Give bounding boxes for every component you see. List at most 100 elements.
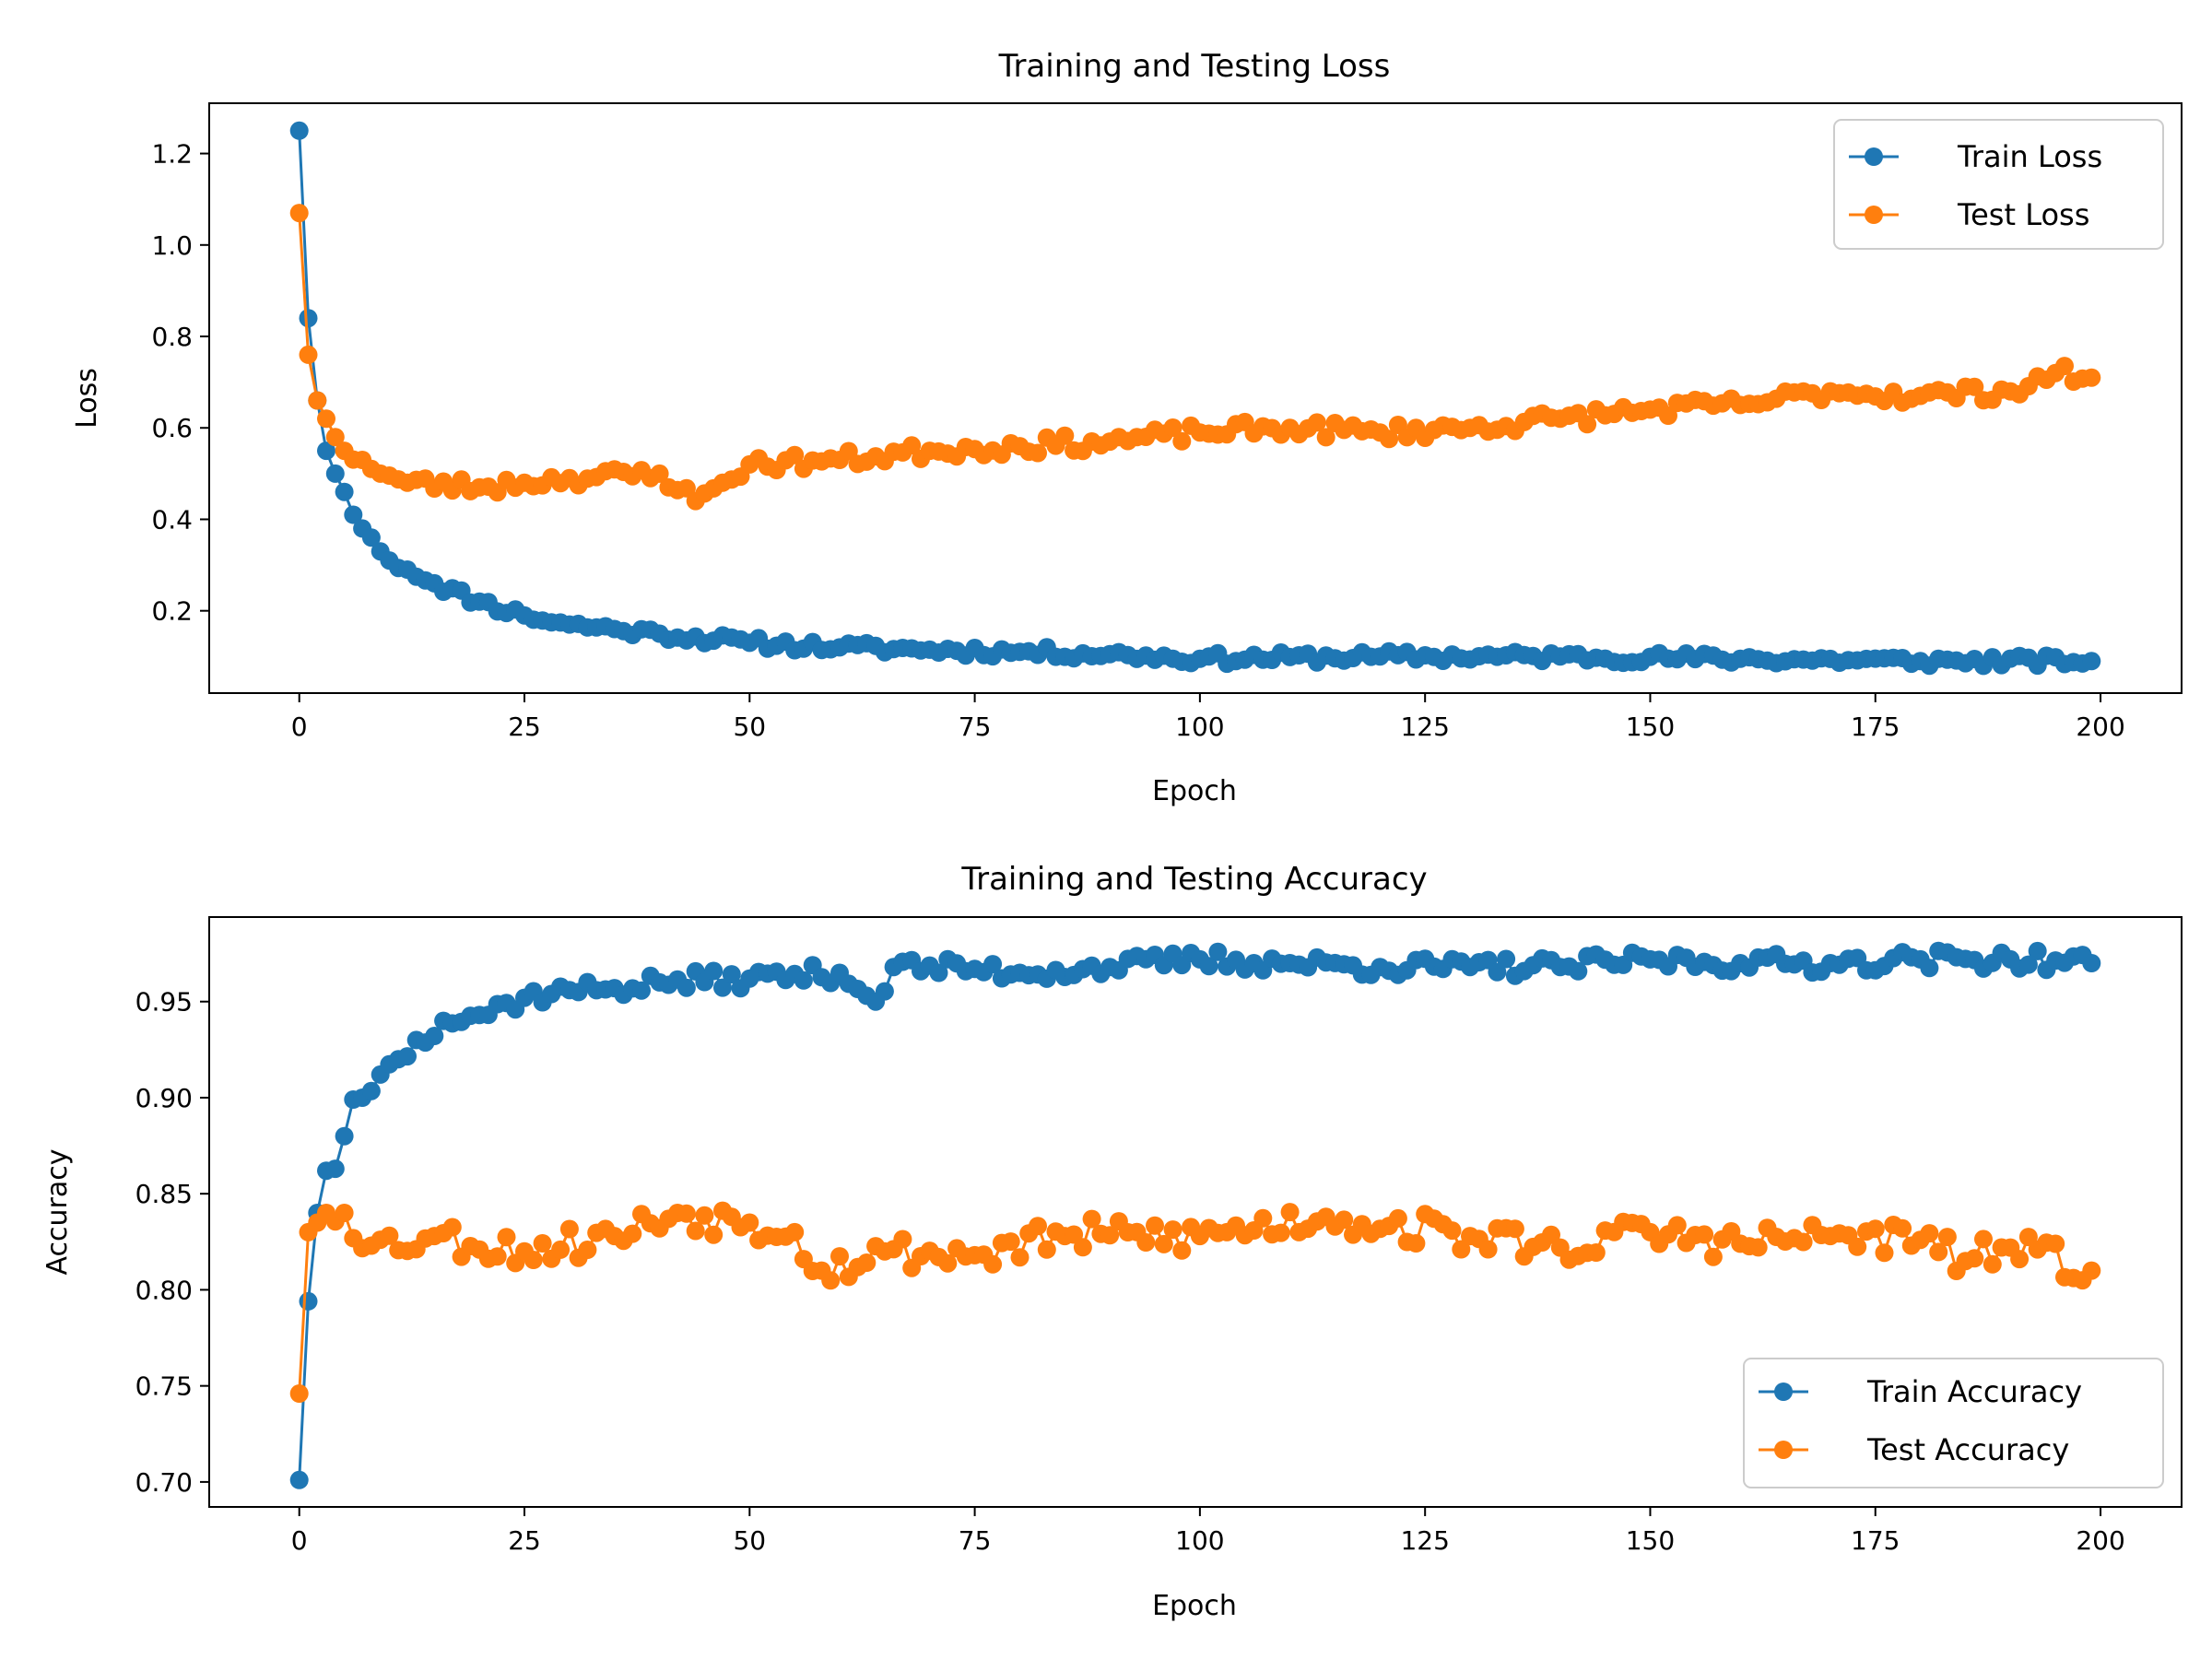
loss-data-point (299, 345, 318, 364)
loss-data-point (1029, 443, 1047, 463)
accuracy-data-point (1029, 1217, 1047, 1236)
accuracy-data-point (704, 1225, 724, 1244)
accuracy-legend: Train Accuracy Test Accuracy (1743, 1358, 2164, 1488)
accuracy-data-point (2018, 955, 2038, 974)
accuracy-data-point (1010, 1248, 1030, 1267)
accuracy-data-point (1388, 1208, 1407, 1228)
y-tick-label: 0.4 (151, 504, 193, 535)
accuracy-data-point (1748, 1238, 1768, 1257)
accuracy-data-point (1965, 1249, 1984, 1268)
y-tick-label: 1.0 (151, 230, 193, 261)
accuracy-data-point (1920, 1224, 1939, 1243)
accuracy-data-point (875, 982, 894, 1001)
accuracy-data-point (1154, 1234, 1173, 1253)
accuracy-data-point (1065, 1225, 1084, 1244)
x-tick-label: 100 (1175, 712, 1224, 742)
loss-data-point (2082, 368, 2101, 387)
accuracy-y-axis-label: Accuracy (41, 1149, 74, 1276)
y-tick-label: 0.95 (135, 987, 193, 1018)
accuracy-data-point (425, 1027, 444, 1045)
accuracy-data-point (1505, 1219, 1524, 1239)
accuracy-data-point (1253, 1208, 1273, 1228)
accuracy-data-point (983, 955, 1003, 974)
accuracy-data-point (1452, 1240, 1471, 1259)
loss-data-point (1163, 418, 1182, 437)
accuracy-data-point (1497, 949, 1516, 969)
loss-data-point (1578, 415, 1597, 434)
accuracy-data-point (1488, 962, 1507, 982)
accuracy-legend-box (1743, 1358, 2164, 1488)
accuracy-data-point (1146, 1216, 1164, 1235)
accuracy-data-point (299, 1291, 318, 1311)
loss-y-ticks: 0.2 0.4 0.6 0.8 1.0 1.2 (151, 139, 209, 627)
accuracy-data-point (524, 1251, 543, 1269)
loss-data-point (1380, 429, 1399, 449)
accuracy-x-ticks: 0 25 50 75 100 125 150 175 200 (291, 1507, 2125, 1556)
accuracy-data-point (1695, 1225, 1714, 1244)
x-tick-label: 125 (1400, 712, 1449, 742)
accuracy-data-point (2028, 941, 2047, 960)
accuracy-data-point (2082, 954, 2101, 972)
accuracy-data-point (289, 1384, 309, 1403)
accuracy-data-point (2010, 1250, 2030, 1269)
x-tick-label: 150 (1626, 712, 1675, 742)
accuracy-data-point (578, 1241, 597, 1259)
accuracy-data-point (1929, 1242, 1948, 1262)
loss-data-point (2082, 652, 2101, 671)
loss-data-point (308, 391, 327, 410)
accuracy-data-point (398, 1047, 417, 1066)
loss-chart-title: Training and Testing Loss (998, 48, 1391, 85)
x-tick-label: 75 (959, 712, 992, 742)
accuracy-data-point (830, 1247, 849, 1266)
loss-data-point (317, 441, 335, 461)
accuracy-data-point (1199, 957, 1218, 976)
accuracy-data-point (1920, 959, 1939, 978)
accuracy-data-point (821, 1271, 841, 1290)
x-tick-label: 50 (733, 712, 766, 742)
x-tick-label: 75 (959, 1525, 992, 1556)
loss-legend-train-label: Train Loss (1957, 139, 2102, 174)
loss-data-point (317, 409, 335, 429)
accuracy-data-point (722, 965, 741, 984)
accuracy-data-point (497, 1228, 516, 1247)
loss-axes-frame (208, 102, 2183, 694)
accuracy-x-axis-label: Epoch (1152, 1590, 1237, 1622)
loss-x-ticks: 0 25 50 75 100 125 150 175 200 (291, 693, 2125, 742)
accuracy-data-point (1335, 1210, 1354, 1230)
accuracy-data-point (1271, 1223, 1290, 1242)
accuracy-data-point (794, 971, 813, 990)
accuracy-data-point (335, 1126, 354, 1146)
loss-legend-test-marker (1865, 206, 1883, 224)
x-tick-label: 100 (1175, 1525, 1224, 1556)
accuracy-data-point (559, 1219, 579, 1239)
x-tick-label: 0 (291, 1525, 308, 1556)
accuracy-data-point (335, 1204, 354, 1222)
accuracy-legend-test-label: Test Accuracy (1866, 1432, 2069, 1467)
accuracy-legend-train-marker (1774, 1382, 1793, 1401)
accuracy-data-point (1586, 1243, 1606, 1262)
accuracy-legend-test-marker (1774, 1441, 1793, 1459)
accuracy-data-point (623, 1224, 642, 1243)
accuracy-data-point (632, 981, 651, 1000)
loss-legend-box (1833, 119, 2164, 250)
loss-data-point (325, 464, 345, 483)
accuracy-data-point (361, 1081, 381, 1100)
accuracy-data-point (1893, 1218, 1912, 1238)
accuracy-data-point (1703, 1247, 1723, 1266)
accuracy-data-point (1136, 1233, 1156, 1252)
y-tick-label: 0.6 (151, 413, 193, 443)
x-tick-label: 25 (508, 712, 541, 742)
y-tick-label: 0.80 (135, 1275, 193, 1305)
loss-data-point (677, 478, 696, 498)
loss-data-point (289, 204, 309, 223)
loss-data-point (335, 482, 354, 501)
loss-data-point (650, 464, 669, 483)
y-tick-label: 1.2 (151, 139, 193, 170)
accuracy-data-point (1542, 1225, 1560, 1244)
accuracy-data-point (686, 1221, 705, 1241)
y-tick-label: 0.2 (151, 596, 193, 627)
accuracy-data-point (677, 978, 696, 997)
loss-chart-panel: Training and Testing Loss 0 25 50 75 100 125 1… (71, 48, 2183, 807)
loss-data-point (1055, 426, 1075, 445)
accuracy-data-point (1001, 1232, 1020, 1252)
